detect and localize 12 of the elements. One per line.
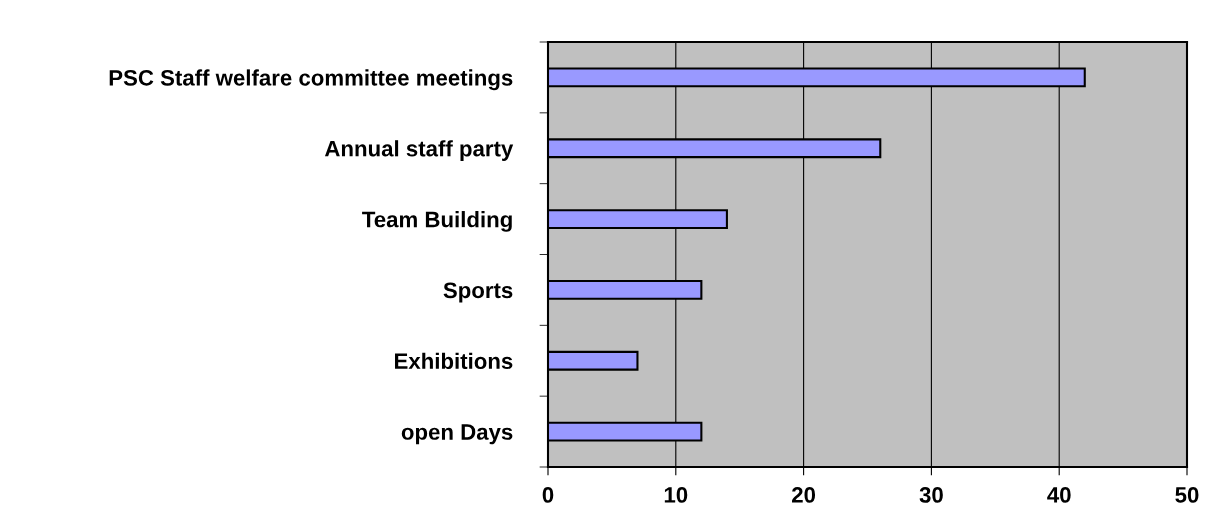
x-tick-label: 20 — [792, 487, 816, 503]
y-tick-label: Annual staff party — [324, 140, 514, 161]
y-tick-label: open Days — [401, 424, 513, 445]
x-tick-label: 10 — [664, 487, 688, 503]
x-tick-label: 30 — [919, 487, 943, 503]
y-tick-label: Sports — [443, 282, 513, 303]
x-tick-label: 40 — [1047, 487, 1071, 503]
x-tick-label: 50 — [1175, 487, 1199, 503]
x-tick-label: 0 — [542, 487, 554, 503]
y-tick-label: Team Building — [362, 211, 512, 232]
y-tick-label: PSC Staff welfare committee meetings — [109, 69, 513, 91]
y-tick-label: Exhibitions — [395, 352, 513, 370]
